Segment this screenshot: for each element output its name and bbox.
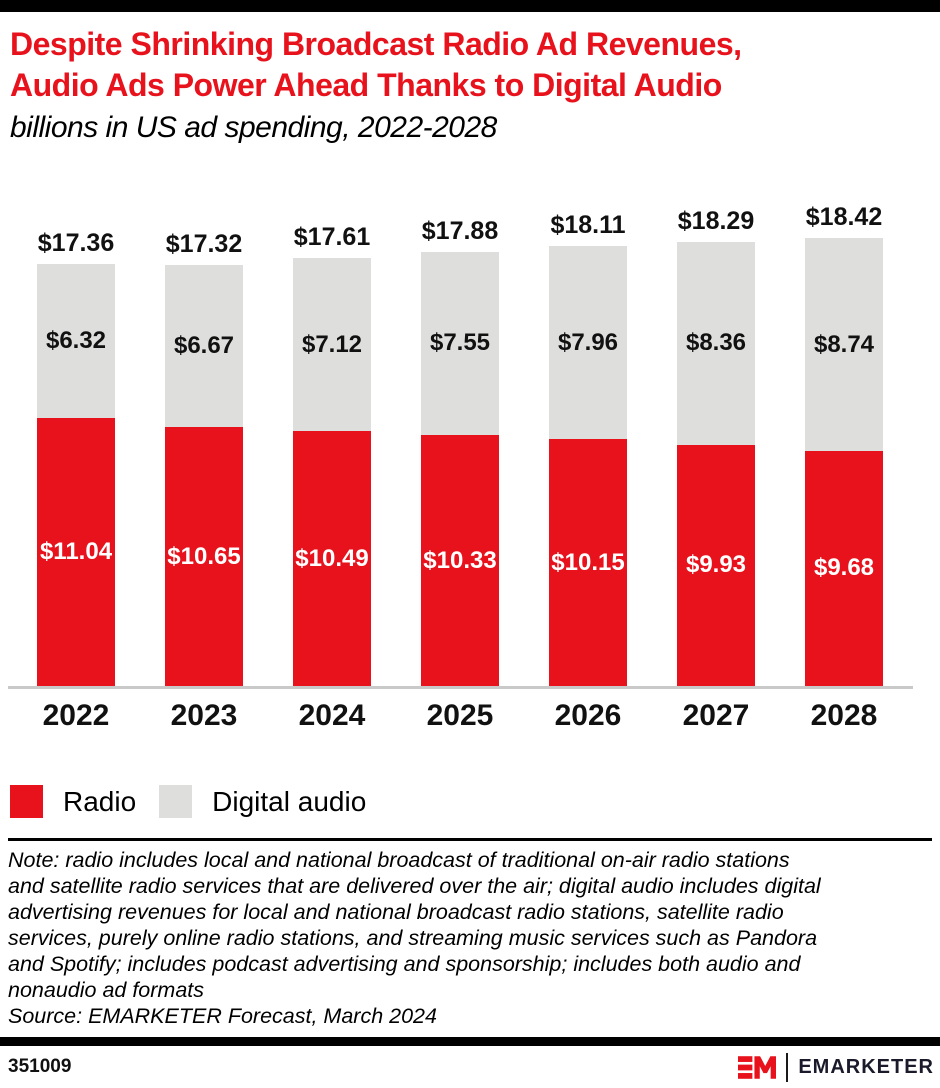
- radio-value-label: $10.33: [423, 546, 497, 574]
- em-monogram-icon: [738, 1055, 777, 1079]
- total-value-label: $17.32: [165, 230, 243, 259]
- digital-audio-value-label: $8.36: [685, 329, 747, 357]
- note-line: and satellite radio services that are de…: [8, 874, 821, 898]
- chart-title: Despite Shrinking Broadcast Radio Ad Rev…: [10, 24, 932, 106]
- bar-column: $18.42 $8.74 $9.68: [780, 190, 908, 686]
- bar-column: $18.11 $7.96 $10.15: [524, 190, 652, 686]
- footnote: Note: radio includes local and national …: [8, 847, 936, 1029]
- digital-audio-bar-segment: $8.36: [677, 241, 755, 445]
- legend-label-digital-audio: Digital audio: [212, 785, 367, 817]
- total-value-label: $17.36: [37, 229, 115, 258]
- digital-audio-bar-segment: $6.32: [37, 264, 115, 418]
- radio-value-label: $11.04: [39, 537, 113, 565]
- radio-value-label: $10.49: [295, 544, 369, 572]
- chart-header: Despite Shrinking Broadcast Radio Ad Rev…: [10, 24, 932, 145]
- year-label: 2026: [554, 699, 622, 732]
- bar-column: $17.36 $6.32 $11.04: [12, 190, 140, 686]
- digital-audio-value-label: $7.55: [429, 329, 491, 357]
- total-value-label: $18.42: [805, 203, 883, 232]
- digital-audio-bar-segment: $7.96: [549, 246, 627, 440]
- radio-value-label: $10.15: [551, 548, 625, 576]
- x-axis-labels: 2022 2023 2024 2025 2026 2027 2028: [12, 699, 908, 733]
- year-label: 2028: [810, 699, 878, 732]
- legend-label-radio: Radio: [63, 785, 137, 817]
- bar-column: $17.88 $7.55 $10.33: [396, 190, 524, 686]
- digital-audio-bar-segment: $7.55: [421, 251, 499, 435]
- logo-divider: [786, 1052, 789, 1082]
- x-axis-line: [8, 686, 913, 689]
- bar-column: $17.61 $7.12 $10.49: [268, 190, 396, 686]
- legend: Radio Digital audio: [10, 785, 389, 818]
- radio-bar-segment: $9.68: [805, 450, 883, 686]
- total-value-label: $18.11: [550, 211, 626, 240]
- digital-audio-value-label: $8.74: [813, 330, 875, 358]
- digital-audio-bar-segment: $8.74: [805, 238, 883, 451]
- radio-bar-segment: $10.15: [549, 439, 627, 686]
- top-border-bar: [0, 0, 940, 12]
- bar-columns: $17.36 $6.32 $11.04 $17.32 $6.67 $10.65 $17.61…: [12, 190, 908, 686]
- logo-wordmark: EMARKETER: [798, 1055, 934, 1078]
- chart-id: 351009: [8, 1056, 72, 1077]
- digital-audio-value-label: $7.96: [557, 328, 619, 356]
- stacked-bar-chart: $17.36 $6.32 $11.04 $17.32 $6.67 $10.65 $17.61…: [0, 190, 940, 750]
- chart-footer: 351009 EMARKETER: [8, 1048, 934, 1086]
- year-label: 2027: [682, 699, 750, 732]
- total-value-label: $17.88: [421, 216, 499, 245]
- radio-value-label: $10.65: [167, 542, 241, 570]
- digital-audio-value-label: $7.12: [301, 330, 363, 358]
- emarketer-logo: EMARKETER: [738, 1052, 934, 1082]
- digital-audio-value-label: $6.32: [45, 326, 107, 354]
- year-label: 2025: [426, 699, 494, 732]
- chart-title-line-2: Audio Ads Power Ahead Thanks to Digital …: [10, 67, 722, 103]
- bar-column: $17.32 $6.67 $10.65: [140, 190, 268, 686]
- note-line: Note: radio includes local and national …: [8, 848, 790, 872]
- year-label: 2023: [170, 699, 238, 732]
- digital-audio-bar-segment: $6.67: [165, 265, 243, 428]
- total-value-label: $17.61: [293, 223, 371, 252]
- radio-value-label: $9.68: [813, 554, 875, 582]
- chart-subtitle: billions in US ad spending, 2022-2028: [10, 111, 497, 144]
- radio-bar-segment: $10.65: [165, 427, 243, 686]
- legend-swatch-digital-audio: [159, 785, 193, 818]
- note-line: nonaudio ad formats: [8, 978, 205, 1002]
- source-text: Source: EMARKETER Forecast, March 2024: [8, 1004, 437, 1028]
- radio-bar-segment: $9.93: [677, 444, 755, 686]
- bar-column: $18.29 $8.36 $9.93: [652, 190, 780, 686]
- note-line: and Spotify; includes podcast advertisin…: [8, 952, 801, 976]
- total-value-label: $18.29: [677, 206, 755, 235]
- digital-audio-value-label: $6.67: [173, 332, 235, 360]
- year-label: 2022: [42, 699, 110, 732]
- footnote-divider: [8, 838, 932, 841]
- note-line: advertising revenues for local and natio…: [8, 900, 784, 924]
- radio-bar-segment: $11.04: [37, 417, 115, 686]
- radio-bar-segment: $10.33: [421, 435, 499, 686]
- bottom-border-bar: [0, 1037, 940, 1046]
- legend-swatch-radio: [10, 785, 43, 818]
- chart-title-line-1: Despite Shrinking Broadcast Radio Ad Rev…: [10, 26, 742, 62]
- note-line: services, purely online radio stations, …: [8, 926, 818, 950]
- year-label: 2024: [298, 699, 366, 732]
- radio-value-label: $9.93: [685, 551, 747, 579]
- radio-bar-segment: $10.49: [293, 431, 371, 686]
- digital-audio-bar-segment: $7.12: [293, 258, 371, 432]
